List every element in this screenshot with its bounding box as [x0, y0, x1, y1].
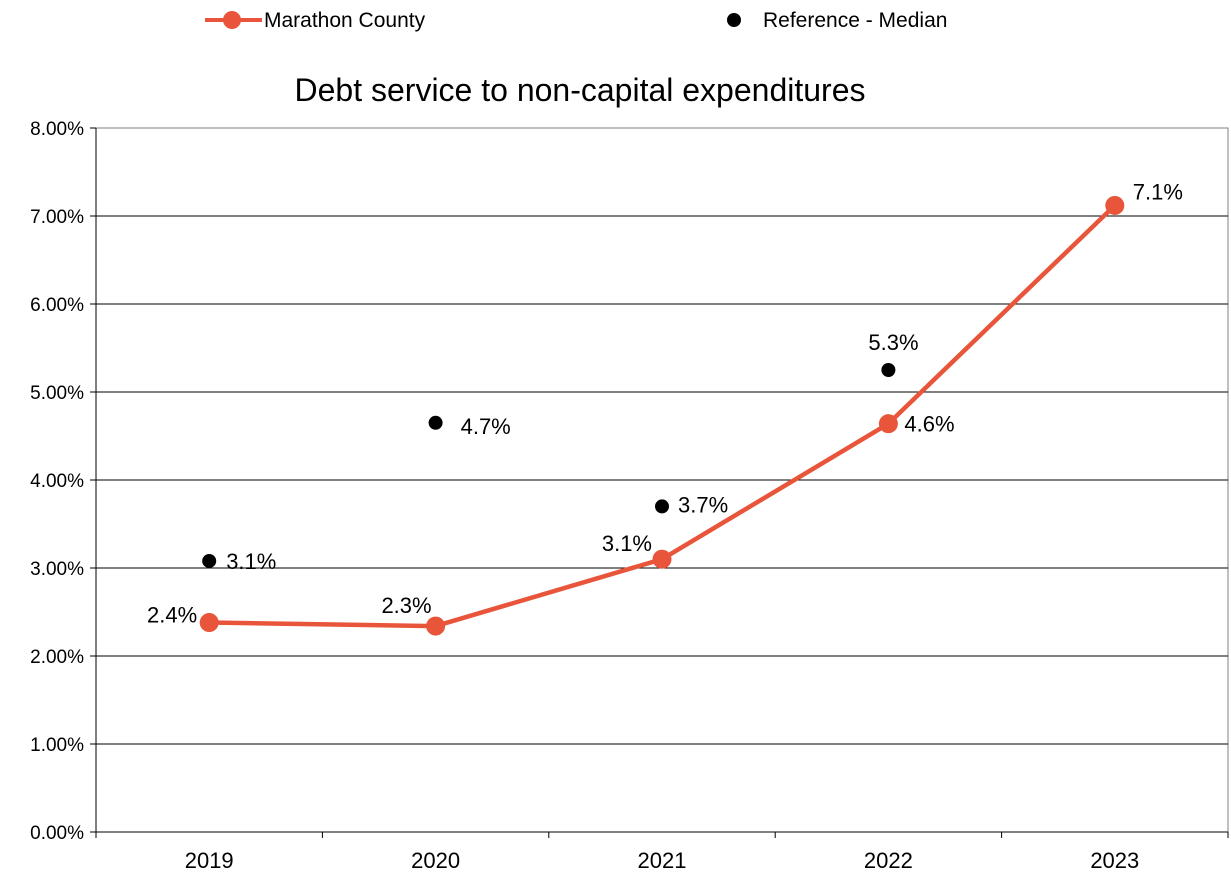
y-tick-label: 5.00% [30, 383, 84, 404]
legend-label-marathon-county: Marathon County [264, 9, 426, 32]
y-tick-label: 3.00% [30, 559, 84, 580]
point-reference-median [881, 363, 896, 377]
x-axis-tick-labels: 2019 2020 2021 2022 2023 [185, 848, 1140, 873]
gridlines [95, 127, 1229, 833]
legend-label-reference-median: Reference - Median [763, 9, 947, 32]
y-tick-label: 4.00% [30, 471, 84, 492]
data-label-reference-median: 5.3% [868, 330, 918, 355]
y-axis-tick-labels: 0.00% 1.00% 2.00% 3.00% 4.00% 5.00% 6.00% 7.00%… [30, 119, 84, 844]
y-tick-label: 0.00% [30, 823, 84, 844]
point-reference-median [655, 499, 669, 514]
data-label-reference-median: 3.7% [678, 492, 728, 517]
point-reference-median [428, 415, 443, 430]
legend-dot-marker [727, 13, 741, 27]
data-label-marathon-county: 2.4% [147, 603, 197, 628]
data-label-marathon-county: 2.3% [381, 593, 431, 618]
legend: Marathon County Reference - Median [205, 9, 947, 32]
x-tick-label: 2019 [185, 848, 234, 873]
data-label-reference-median: 4.7% [461, 414, 511, 439]
x-tick-label: 2022 [864, 848, 913, 873]
data-label-marathon-county: 3.1% [602, 531, 652, 556]
point-marathon-county [652, 549, 672, 569]
legend-item-reference-median[interactable]: Reference - Median [727, 9, 947, 32]
y-tick-label: 2.00% [30, 647, 84, 668]
x-tick-label: 2021 [638, 848, 687, 873]
x-tick-label: 2020 [411, 848, 460, 873]
x-tick-label: 2023 [1090, 848, 1139, 873]
axes [90, 127, 1229, 838]
series [199, 195, 1125, 636]
data-label-marathon-county: 7.1% [1133, 179, 1183, 204]
point-marathon-county [199, 613, 219, 633]
legend-line-dot [223, 11, 241, 29]
point-marathon-county [1105, 195, 1125, 215]
point-marathon-county [426, 616, 446, 636]
data-labels: 2.4% 2.3% 3.1% 4.6% 7.1% 3.1% 4.7% 3.7% 5.3% [147, 179, 1183, 627]
y-tick-label: 6.00% [30, 295, 84, 316]
data-label-marathon-county: 4.6% [904, 412, 954, 437]
y-tick-label: 1.00% [30, 735, 84, 756]
data-label-reference-median: 3.1% [226, 549, 276, 574]
legend-item-marathon-county[interactable]: Marathon County [205, 9, 426, 32]
chart-title: Debt service to non-capital expenditures [295, 72, 866, 108]
point-reference-median [202, 553, 217, 568]
y-tick-label: 8.00% [30, 119, 84, 140]
point-marathon-county [878, 414, 898, 434]
y-tick-label: 7.00% [30, 207, 84, 228]
